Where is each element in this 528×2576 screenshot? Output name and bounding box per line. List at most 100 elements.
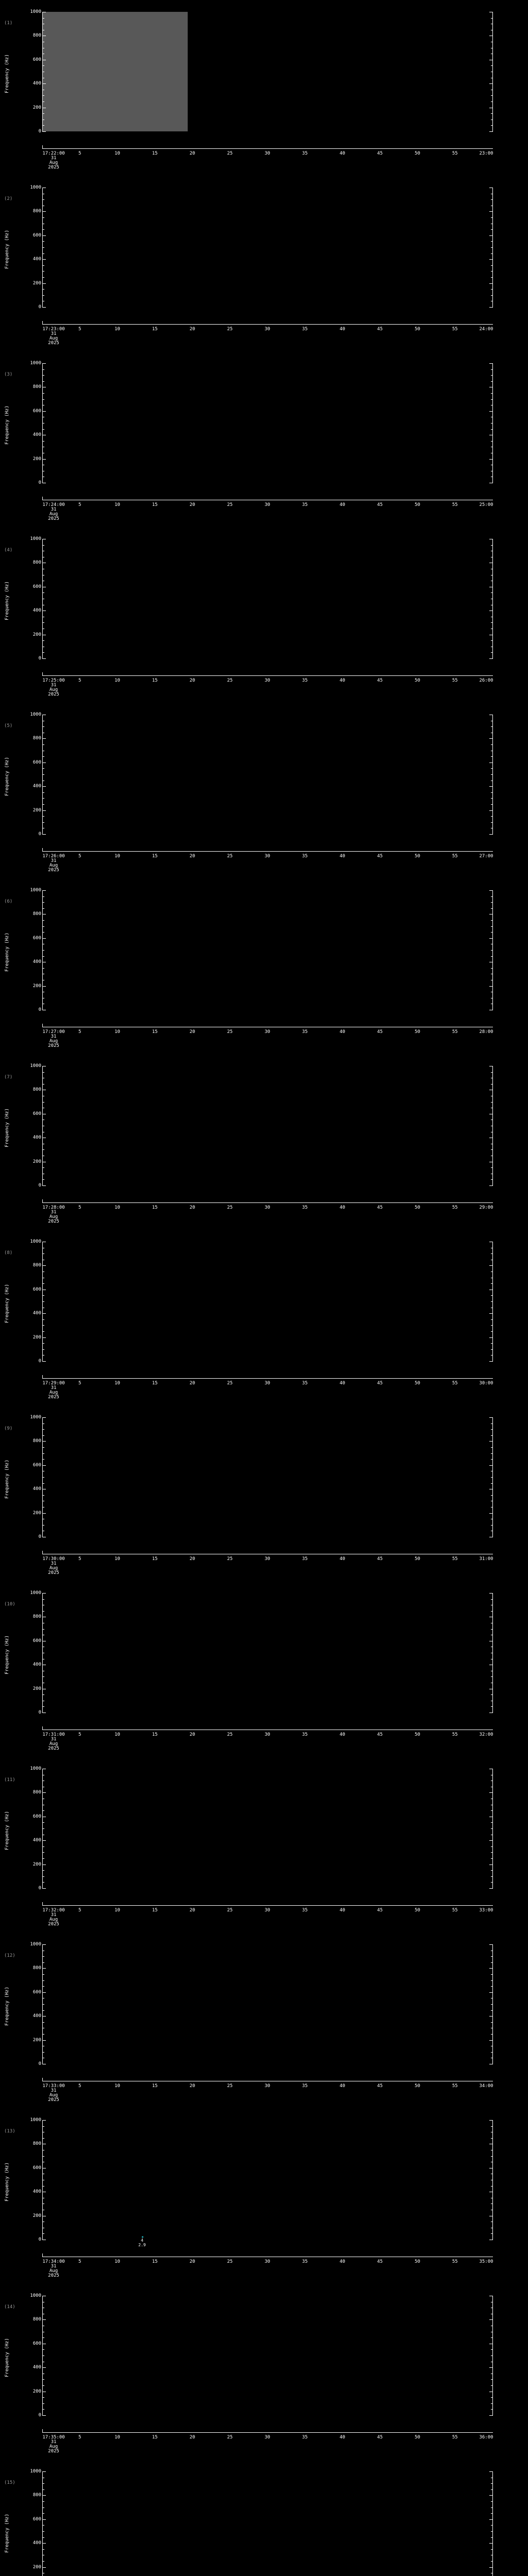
y-tick-minor <box>43 640 44 641</box>
plot-data-area <box>42 1242 492 1361</box>
y-tick-minor <box>43 1986 44 1987</box>
y-tick-major <box>489 2040 492 2041</box>
x-tick-label: 45 <box>377 2083 383 2089</box>
y-tick-major <box>43 259 46 260</box>
x-tick-label: 5 <box>78 1556 81 1562</box>
date-day: 31 <box>51 1561 57 1566</box>
x-tick-label: 30 <box>265 151 270 156</box>
y-tick-minor <box>43 2409 44 2410</box>
x-tick-label: 30 <box>265 2259 270 2264</box>
y-tick-label: 0 <box>38 480 41 485</box>
x-tick-label: 20 <box>189 1908 195 1913</box>
x-axis-start-label: 17:27:00 <box>42 1029 65 1035</box>
y-tick-minor <box>491 622 492 623</box>
y-axis-title: Frequency (Hz) <box>5 581 10 620</box>
y-tick-minor <box>491 545 492 546</box>
y-tick-label: 400 <box>32 608 41 613</box>
y-tick-major <box>43 307 46 308</box>
y-tick-label: 0 <box>38 656 41 661</box>
panel-index-label: (11) <box>4 1777 15 1783</box>
y-tick-minor <box>43 2483 44 2484</box>
y-tick-major <box>43 131 46 132</box>
y-tick-minor <box>491 2052 492 2053</box>
plot-data-area <box>42 539 492 658</box>
x-axis-end-label: 29:00 <box>479 1205 493 1210</box>
y-tick-label: 0 <box>38 1886 41 1891</box>
date-day: 31 <box>51 2439 57 2445</box>
y-tick-minor <box>43 1828 44 1829</box>
spectrogram-panel: 1000 800 600 400 200 0 Frequency (Hz) (9) 17:30:… <box>0 0 528 1575</box>
y-tick-minor <box>43 726 44 727</box>
y-tick-minor <box>491 429 492 430</box>
x-axis-end-label: 25:00 <box>479 502 493 507</box>
x-tick-label: 45 <box>377 1381 383 1386</box>
y-tick-label: 1000 <box>30 536 41 541</box>
y-tick-minor <box>491 1331 492 1332</box>
y-tick-minor <box>491 95 492 96</box>
x-axis-start-label: 17:35:00 <box>42 2435 65 2440</box>
y-tick-major <box>43 1792 46 1793</box>
x-tick-label: 45 <box>377 502 383 507</box>
panel-index-label: (6) <box>4 899 13 904</box>
y-tick-minor <box>491 1423 492 1424</box>
x-tick-label: 50 <box>415 2259 420 2264</box>
y-tick-minor <box>43 1459 44 1460</box>
y-tick-major <box>43 83 46 84</box>
plot-data-area <box>42 12 492 131</box>
y-tick-minor <box>491 968 492 969</box>
y-axis-title: Frequency (Hz) <box>5 1635 10 1674</box>
y-tick-minor <box>491 2403 492 2404</box>
y-tick-minor <box>491 1343 492 1344</box>
y-tick-label: 600 <box>32 1463 41 1468</box>
x-tick-label: 25 <box>227 678 233 683</box>
y-tick-label: 400 <box>32 2365 41 2370</box>
y-tick-minor <box>43 2010 44 2011</box>
y-tick-minor <box>491 1167 492 1168</box>
y-tick-minor <box>43 1694 44 1695</box>
y-axis-title: Frequency (Hz) <box>5 230 10 269</box>
y-tick-minor <box>491 2483 492 2484</box>
y-tick-minor <box>43 2349 44 2350</box>
x-tick-label: 35 <box>302 1556 308 1562</box>
y-tick-major <box>43 1185 46 1186</box>
x-axis-start-label: 17:31:00 <box>42 1732 65 1737</box>
date-month: Aug <box>49 1214 58 1219</box>
x-tick-label: 40 <box>339 854 345 859</box>
x-tick-label: 40 <box>339 2435 345 2440</box>
y-tick-minor <box>491 1876 492 1877</box>
x-tick-label: 35 <box>302 151 308 156</box>
x-tick-label: 45 <box>377 327 383 332</box>
x-axis-start-label: 17:28:00 <box>42 1205 65 1210</box>
y-tick-minor <box>43 1325 44 1326</box>
y-tick-major <box>489 1465 492 1466</box>
x-tick-label: 35 <box>302 327 308 332</box>
x-tick-label: 10 <box>114 1556 120 1562</box>
y-tick-minor <box>491 441 492 442</box>
data-marker-label-top: 4 <box>141 2238 143 2243</box>
x-tick-label: 5 <box>78 854 81 859</box>
x-axis-date-stack: 31 Aug 2025 <box>48 1913 59 1927</box>
y-axis-left-spine <box>42 1417 43 1537</box>
plot-data-area <box>42 2296 492 2415</box>
x-tick-label: 45 <box>377 1556 383 1562</box>
x-tick-major <box>42 2253 43 2257</box>
y-tick-major <box>43 283 46 284</box>
x-tick-label: 55 <box>452 1556 458 1562</box>
date-year: 2025 <box>48 1043 59 1048</box>
x-tick-label: 35 <box>302 1029 308 1035</box>
date-day: 31 <box>51 331 57 336</box>
y-tick-major <box>489 1265 492 1266</box>
x-tick-label: 15 <box>152 1556 158 1562</box>
y-tick-minor <box>491 2489 492 2490</box>
y-tick-label: 0 <box>38 1007 41 1012</box>
y-tick-major <box>43 1840 46 1841</box>
y-tick-label: 1000 <box>30 1942 41 1947</box>
y-axis-right-spine <box>492 2471 493 2576</box>
y-tick-minor <box>43 1295 44 1296</box>
y-tick-minor <box>491 816 492 817</box>
y-tick-minor <box>43 1525 44 1526</box>
x-tick-label: 10 <box>114 1205 120 1210</box>
y-tick-label: 400 <box>32 257 41 262</box>
date-day: 31 <box>51 507 57 512</box>
y-tick-major <box>43 1465 46 1466</box>
